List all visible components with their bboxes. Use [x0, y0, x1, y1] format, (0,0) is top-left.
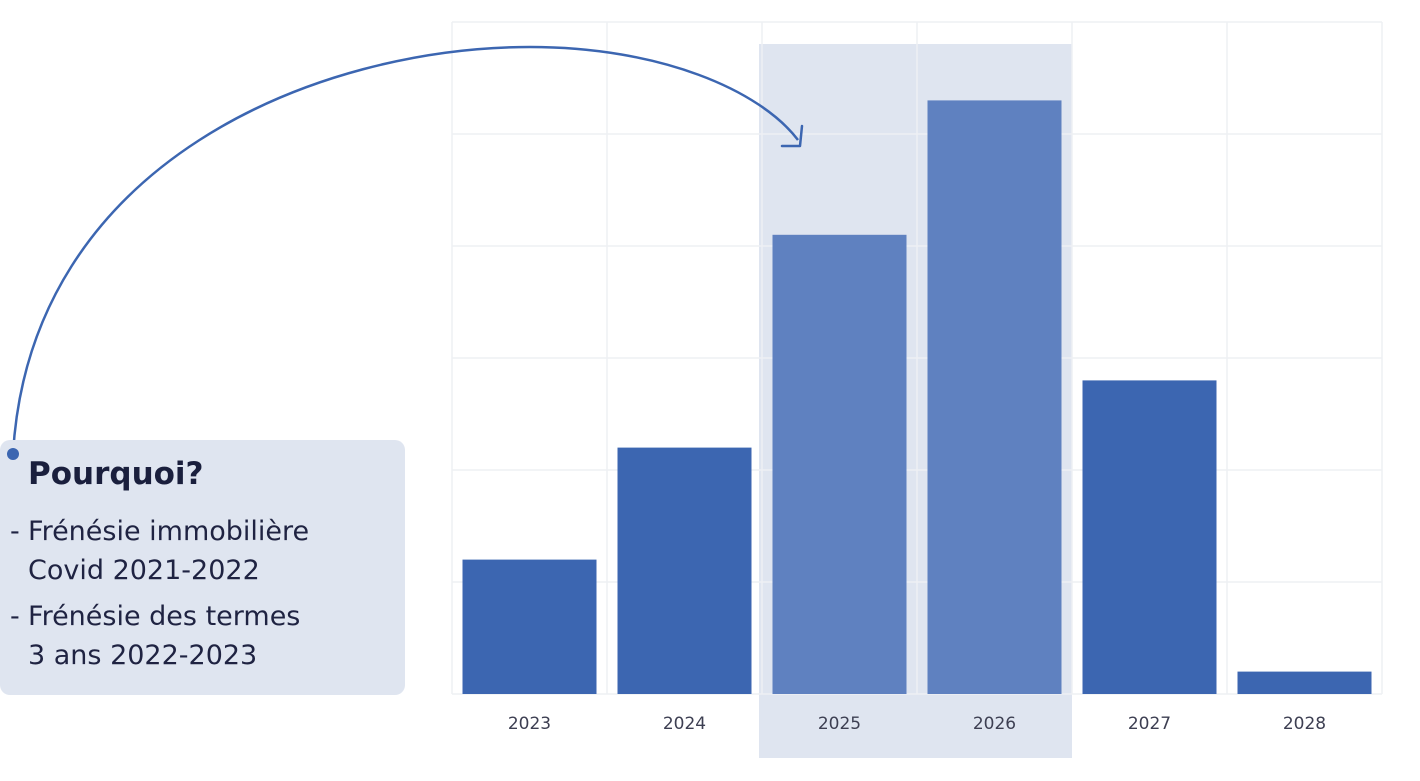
callout-item: - Frénésie immobilière Covid 2021-2022: [10, 512, 309, 590]
bar-2026: [927, 100, 1062, 694]
bars: [462, 100, 1372, 695]
bar-2025: [772, 234, 907, 695]
callout-item-line: 3 ans 2022-2023: [28, 640, 258, 671]
callout-box: Pourquoi? - Frénésie immobilière Covid 2…: [0, 440, 405, 695]
x-tick-label-2028: 2028: [1283, 714, 1326, 734]
grid: [451, 21, 1383, 695]
x-tick-label-2024: 2024: [663, 714, 706, 734]
callout-item-line: Frénésie immobilière: [28, 516, 310, 547]
curved-arrow-icon: [11, 45, 804, 455]
x-tick-label-2026: 2026: [973, 714, 1016, 734]
arrow-curve: [11, 45, 799, 455]
dash-marker: -: [10, 516, 20, 547]
x-tick-label-2023: 2023: [508, 714, 551, 734]
callout-item-line: Frénésie des termes: [28, 601, 301, 632]
x-tick-label-2025: 2025: [818, 714, 861, 734]
bar-2028: [1237, 671, 1372, 694]
dash-marker: -: [10, 601, 20, 632]
bar-2024: [617, 447, 752, 694]
bar-2023: [462, 559, 597, 694]
x-tick-label-2027: 2027: [1128, 714, 1171, 734]
bar-2027: [1082, 380, 1217, 694]
arrow-head: [780, 124, 804, 148]
callout-item-line: Covid 2021-2022: [28, 555, 260, 586]
x-tick-labels: 2023 2024 2025 2026 2027 2028: [508, 714, 1326, 734]
callout-item: - Frénésie des termes 3 ans 2022-2023: [10, 597, 309, 675]
callout-list: - Frénésie immobilière Covid 2021-2022 -…: [10, 512, 309, 682]
callout-title: Pourquoi?: [28, 456, 204, 492]
